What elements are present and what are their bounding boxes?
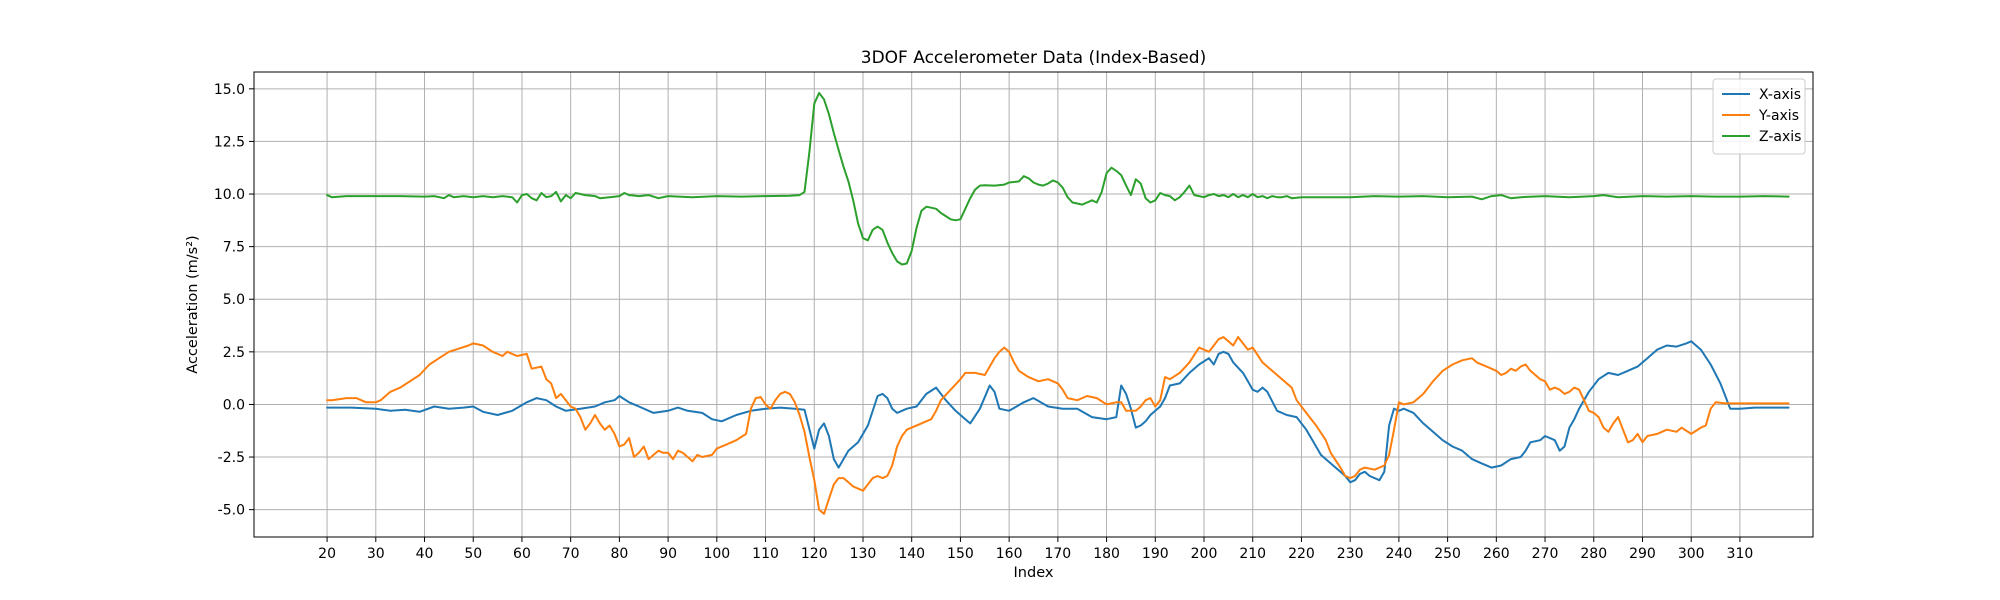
series-line-y-axis — [326, 336, 1790, 515]
chart-title: 3DOF Accelerometer Data (Index-Based) — [861, 48, 1206, 68]
plot-frame — [253, 71, 1814, 538]
y-tick-label: -5.0 — [218, 503, 245, 519]
x-tick-label: 110 — [752, 546, 779, 562]
x-tick-label: 90 — [659, 546, 677, 562]
x-tick-label: 140 — [898, 546, 925, 562]
x-tick-label: 250 — [1434, 546, 1461, 562]
x-tick-label: 280 — [1580, 546, 1607, 562]
grid — [254, 72, 1813, 537]
y-tick-label: 15.0 — [214, 82, 245, 98]
legend-label: Z-axis — [1759, 129, 1801, 145]
x-tick-label: 120 — [801, 546, 828, 562]
x-tick-label: 30 — [367, 546, 385, 562]
x-axis-label: Index — [1014, 565, 1054, 581]
x-tick-label: 170 — [1044, 546, 1071, 562]
y-tick-label: 10.0 — [214, 187, 245, 203]
x-tick-label: 50 — [464, 546, 482, 562]
legend-label: X-axis — [1759, 87, 1801, 103]
x-tick-label: 80 — [610, 546, 628, 562]
x-tick-label: 100 — [703, 546, 730, 562]
x-tick-label: 60 — [513, 546, 531, 562]
y-tick-label: 0.0 — [223, 397, 245, 413]
legend: X-axis Y-axis Z-axis — [1712, 78, 1806, 155]
x-tick-label: 160 — [996, 546, 1023, 562]
x-tick-label: 240 — [1386, 546, 1413, 562]
x-tick-label: 130 — [850, 546, 877, 562]
x-tick-label: 180 — [1093, 546, 1120, 562]
x-tick-label: 290 — [1629, 546, 1656, 562]
x-tick-label: 190 — [1142, 546, 1169, 562]
x-tick-label: 310 — [1727, 546, 1754, 562]
x-tick-label: 270 — [1532, 546, 1559, 562]
x-tick-label: 300 — [1678, 546, 1705, 562]
y-tick-label: 5.0 — [223, 292, 245, 308]
x-tick-label: 150 — [947, 546, 974, 562]
x-tick-label: 20 — [318, 546, 336, 562]
x-tick-label: 210 — [1239, 546, 1266, 562]
x-tick-label: 260 — [1483, 546, 1510, 562]
ticks: 20 30 40 50 60 70 80 90 100 110 120 130 140 150 160 170… — [214, 82, 1753, 562]
y-tick-label: 2.5 — [223, 345, 245, 361]
x-tick-label: 200 — [1191, 546, 1218, 562]
y-tick-label: 12.5 — [214, 134, 245, 150]
legend-label: Y-axis — [1758, 108, 1799, 124]
x-tick-label: 230 — [1337, 546, 1364, 562]
series-line-x-axis — [326, 340, 1790, 484]
x-tick-label: 40 — [416, 546, 434, 562]
series-line-z-axis — [326, 92, 1790, 266]
y-tick-label: 7.5 — [223, 240, 245, 256]
x-tick-label: 70 — [562, 546, 580, 562]
x-tick-label: 220 — [1288, 546, 1315, 562]
y-tick-label: -2.5 — [218, 450, 245, 466]
series-lines — [326, 92, 1790, 515]
y-axis-label: Acceleration (m/s²) — [185, 235, 201, 373]
